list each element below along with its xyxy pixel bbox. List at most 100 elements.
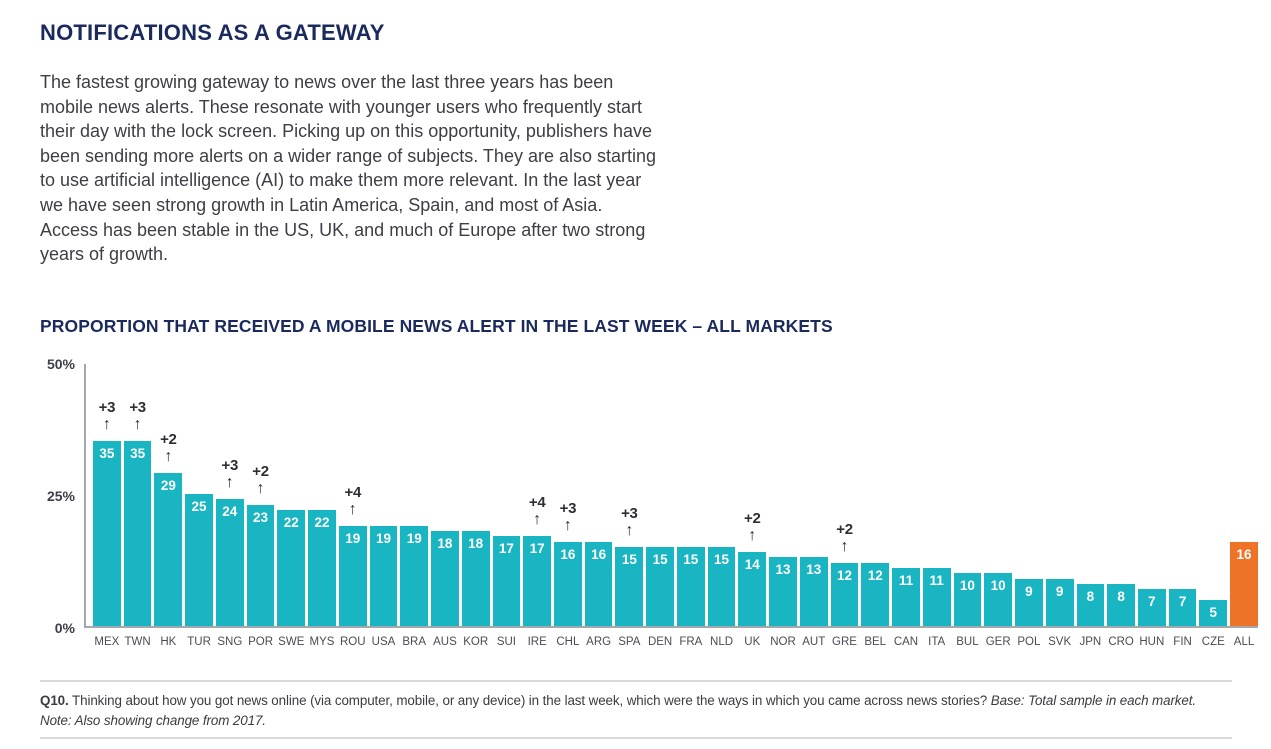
up-arrow-icon: ↑ [225,474,234,492]
bar-value: 11 [929,572,944,588]
up-arrow-icon: ↑ [625,521,634,539]
bar-column: +4 ↑ 17 IRE [523,364,552,648]
x-axis-label: CZE [1201,636,1225,648]
bar-column: 10 GER [984,364,1013,648]
bar-value: 18 [468,536,484,551]
x-axis-label: SPA [618,636,641,648]
y-tick-25: 25% [46,488,75,504]
x-axis-label: BUL [956,636,979,648]
bar-value: 18 [437,536,453,551]
bar-value: 16 [560,546,576,562]
bar: 13 [769,557,797,626]
bar-value: 10 [990,578,1006,594]
bar-value: 17 [529,541,545,557]
x-axis-label: SVK [1048,636,1072,648]
bar-value: 11 [898,572,914,588]
bar-value: 22 [314,514,330,530]
change-value: +4 [344,483,361,501]
bar-column: +3 ↑ 16 CHL [554,364,582,648]
bar-column: 25 TUR [185,364,213,648]
x-axis-label: GER [985,636,1011,648]
x-axis-label: SWE [278,636,305,648]
bar: 7 [1168,589,1197,626]
x-axis-label: HUN [1139,636,1165,648]
x-axis-label: ROU [339,636,366,648]
bar-value: 19 [345,530,361,546]
bar: 23 [246,504,275,626]
bar-column: 9 SVK [1045,364,1074,648]
y-tick-50: 50% [46,356,75,372]
bar-column: +2 ↑ 12 GRE [830,364,859,648]
bar: 13 [799,557,828,626]
bar: 15 [646,546,674,626]
bar-column: 22 MYS [308,364,336,648]
bar-column: 11 ITA [922,364,951,648]
plot-area: +3 ↑ 35 MEX +3 ↑ 35 TWN +2 ↑ 29 HK 25 TUR +3 ↑ 24 SNG +2 ↑ 2… [84,364,1258,648]
x-axis-label: GRE [832,636,857,648]
bar: 16 [554,541,582,626]
bar-value: 15 [652,551,668,567]
bar: 15 [707,546,736,626]
bar-value: 7 [1178,594,1187,609]
divider-bottom [40,737,1232,739]
bar-value: 23 [253,509,269,525]
bar-value: 8 [1086,588,1095,604]
bar-value: 35 [130,446,146,462]
bar: 14 [738,552,767,626]
x-axis-label: CRO [1108,636,1134,648]
up-arrow-icon: ↑ [164,447,173,465]
bar: 22 [277,509,306,626]
change-value: +2 [160,430,177,448]
bar: 10 [953,573,982,626]
bar: 24 [215,499,244,626]
bar-value: 5 [1209,604,1218,620]
bar-value: 9 [1025,583,1033,599]
x-axis-label: AUT [802,636,826,648]
bar-column: 5 CZE [1199,364,1228,648]
x-axis-label: SUI [496,636,516,648]
up-arrow-icon: ↑ [348,500,357,518]
change-annotation: +3 ↑ [210,458,250,491]
bar-value: 24 [222,504,238,520]
bar-column: 8 CRO [1107,364,1135,648]
bar-column: 13 NOR [769,364,797,648]
change-value: +3 [221,457,239,475]
up-arrow-icon: ↑ [256,479,265,497]
bar-column: 15 FRA [676,364,705,648]
bar-column: +3 ↑ 15 SPA [615,364,644,648]
bar: 19 [369,525,398,626]
bar-chart: 50% 25% 0% +3 ↑ 35 MEX +3 ↑ 35 TWN +2 ↑ 29 HK 25 TUR +… [40,356,1258,648]
bar-column: 22 SWE [277,364,306,648]
bar-value: 13 [806,562,822,578]
bar: 16 [1230,541,1258,626]
bar: 8 [1076,583,1105,626]
bar-column: +4 ↑ 19 ROU [338,364,367,648]
change-value: +4 [528,494,546,512]
bar: 15 [676,546,705,626]
bars: +3 ↑ 35 MEX +3 ↑ 35 TWN +2 ↑ 29 HK 25 TUR +3 ↑ 24 SNG +2 ↑ 2… [93,364,1258,648]
bar-column: 16 ALL [1230,364,1258,648]
bar-value: 16 [1236,546,1252,562]
x-axis-label: ITA [928,636,946,648]
y-axis: 50% 25% 0% [40,356,84,636]
bar-value: 29 [160,477,176,493]
intro-paragraph: The fastest growing gateway to news over… [40,72,657,265]
bar-value: 22 [283,514,299,530]
change-value: +3 [98,399,116,417]
bar: 11 [922,567,951,626]
bar-value: 17 [498,541,514,557]
bar-value: 15 [714,551,730,567]
change-annotation: +2 ↑ [148,432,188,465]
bar-value: 16 [591,546,607,562]
change-value: +3 [559,499,577,517]
bar-column: +3 ↑ 35 MEX [93,364,121,648]
bar-column: +2 ↑ 23 POR [246,364,275,648]
x-axis-label: TWN [124,636,151,648]
bar: 11 [892,567,920,626]
bar: 25 [185,494,213,626]
bar-column: 7 FIN [1168,364,1197,648]
x-axis-label: POR [248,636,273,648]
change-annotation: +3 ↑ [548,501,588,534]
x-axis-label: KOR [463,636,489,648]
change-annotation: +2 ↑ [732,511,772,544]
